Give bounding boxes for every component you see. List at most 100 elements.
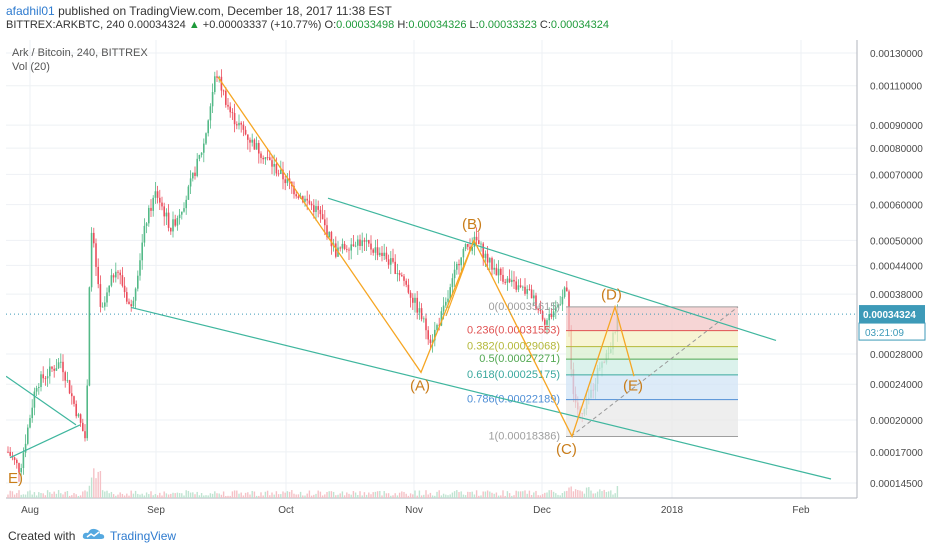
- candle-body: [273, 163, 275, 167]
- candle-body: [119, 272, 121, 276]
- candle-body: [526, 289, 528, 294]
- volume-bar: [84, 490, 86, 498]
- volume-bar: [115, 495, 117, 498]
- y-tick-label: 0.00080000: [870, 144, 923, 155]
- volume-bar: [407, 495, 410, 498]
- candle-body: [434, 329, 436, 341]
- chart-area[interactable]: Ark / Bitcoin, 240, BITTREX Vol (20) 0.001…: [5, 40, 926, 518]
- volume-bar: [282, 491, 284, 498]
- volume-bar: [277, 494, 280, 498]
- chart-title: Ark / Bitcoin, 240, BITTREX: [12, 47, 148, 59]
- volume-bar: [365, 494, 368, 498]
- trendline-small-1: [5, 375, 77, 426]
- high-value: 0.00034326: [408, 19, 467, 31]
- candle-body: [200, 152, 203, 155]
- candle-body: [559, 304, 561, 306]
- trendline-small-2: [9, 424, 81, 459]
- volume-bar: [108, 493, 110, 498]
- volume-bar: [317, 490, 319, 498]
- volume-bar: [339, 493, 341, 498]
- candle-body: [381, 252, 383, 257]
- volume-bar: [572, 491, 575, 498]
- candle-body: [403, 276, 405, 281]
- candle-body: [106, 292, 108, 303]
- candle-body: [372, 249, 374, 253]
- volume-bar: [220, 494, 223, 498]
- author-link[interactable]: afadhil01: [6, 4, 55, 18]
- volume-bar: [16, 493, 18, 498]
- volume-bar: [304, 495, 306, 498]
- fib-label: 0(0.00035615): [488, 301, 560, 313]
- y-tick-label: 0.00050000: [870, 236, 923, 247]
- candle-body: [77, 414, 80, 417]
- candle-body: [141, 242, 143, 261]
- candle-body: [348, 249, 350, 251]
- candle-body: [420, 308, 423, 320]
- candle-body: [519, 285, 522, 288]
- candle-body: [310, 203, 313, 206]
- volume-bar: [110, 491, 113, 498]
- candle-body: [101, 306, 104, 308]
- candle-body: [167, 212, 170, 228]
- candle-body: [425, 318, 427, 331]
- candle-body: [132, 300, 135, 307]
- x-tick-label: Dec: [533, 505, 551, 516]
- volume-bar: [104, 491, 106, 498]
- x-tick-label: 2018: [661, 505, 684, 516]
- fib-label: 1(0.00018386): [488, 430, 560, 442]
- volume-bar: [414, 490, 416, 498]
- candle-body: [370, 243, 372, 250]
- volume-bar: [352, 491, 355, 498]
- symbol-line: BITTREX:ARKBTC, 240 0.00034324 ▲ +0.0000…: [6, 19, 609, 31]
- candle-body: [139, 260, 141, 276]
- volume-bar: [431, 495, 434, 498]
- volume-bar: [548, 490, 550, 498]
- volume-bar: [330, 491, 333, 498]
- candle-body: [330, 232, 333, 247]
- candle-body: [533, 295, 535, 299]
- candle-body: [423, 318, 425, 320]
- volume-bar: [187, 490, 190, 498]
- candle-body: [53, 368, 55, 371]
- candle-body: [35, 387, 38, 392]
- tradingview-cloud-icon: [82, 528, 105, 539]
- candle-body: [548, 314, 550, 321]
- volume-bar: [357, 494, 359, 498]
- volume-bar: [198, 495, 201, 498]
- volume-bar: [409, 493, 412, 498]
- tradingview-brand[interactable]: TradingView: [110, 529, 177, 543]
- volume-bar: [460, 491, 462, 498]
- candle-body: [396, 272, 399, 274]
- volume-bar: [418, 490, 421, 498]
- volume-bar: [24, 494, 27, 498]
- volume-bar: [244, 492, 247, 498]
- volume-bar: [44, 495, 47, 498]
- y-tick-label: 0.00020000: [870, 416, 923, 427]
- volume-bar: [260, 492, 262, 498]
- candle-body: [198, 154, 201, 159]
- candle-body: [319, 209, 322, 215]
- candle-body: [511, 279, 513, 283]
- volume-bar: [97, 471, 99, 498]
- candle-body: [121, 275, 124, 286]
- candle-body: [306, 198, 308, 201]
- volume-bar: [423, 494, 425, 498]
- volume-bar: [163, 491, 165, 498]
- candle-body: [277, 173, 280, 175]
- candle-body: [18, 463, 20, 473]
- volume-bar: [196, 491, 198, 498]
- candle-body: [174, 219, 176, 226]
- candle-body: [214, 76, 216, 93]
- price-chart[interactable]: Ark / Bitcoin, 240, BITTREX Vol (20) 0.001…: [5, 40, 926, 518]
- volume-bar: [511, 495, 513, 498]
- candle-body: [57, 362, 60, 369]
- x-tick-label: Sep: [147, 505, 165, 516]
- volume-bar: [506, 491, 509, 498]
- volume-bar: [497, 495, 500, 498]
- volume-bar: [170, 493, 172, 498]
- volume-bar: [394, 493, 396, 498]
- candle-body: [460, 257, 462, 266]
- trendline-lower: [130, 306, 832, 480]
- volume-bar: [363, 492, 366, 498]
- volume-bar: [574, 489, 577, 498]
